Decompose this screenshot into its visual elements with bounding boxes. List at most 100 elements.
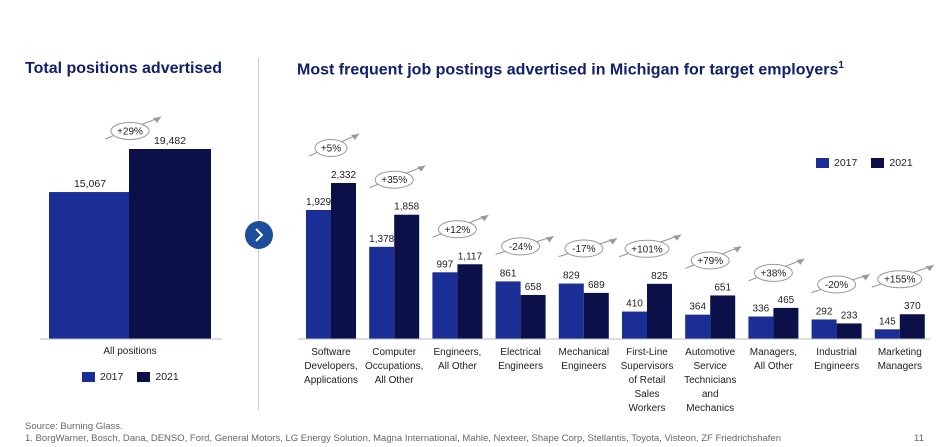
bar-2021-6 (710, 295, 736, 339)
bar-2021-1 (394, 214, 420, 339)
change-bubble-6 (690, 251, 730, 270)
change-bubble-8 (817, 275, 857, 294)
bar-2021-9 (899, 314, 925, 339)
change-bubble-5 (624, 239, 670, 258)
data-label-2021-0: 2,332 (331, 170, 356, 181)
bar-2021-0 (331, 183, 356, 339)
category-label-2-line-1: All Other (438, 361, 478, 372)
change-label-9: +155% (884, 275, 916, 286)
bar-2017-1 (369, 246, 395, 339)
category-label-0-line-0: Software (311, 347, 351, 358)
change-label-2: +12% (444, 225, 470, 236)
bar-2017-9 (874, 329, 900, 339)
category-label-6-line-3: and (702, 389, 719, 400)
job-postings-chart: 1,929 2,332 Software Developers, Application… (298, 133, 934, 414)
data-label-all-positions-2017: 15,067 (74, 178, 106, 190)
legend-swatch-2021 (137, 372, 151, 382)
data-label-2017-6: 364 (689, 302, 706, 313)
change-label-5: +101% (631, 244, 663, 255)
category-label-1-line-2: All Other (375, 375, 415, 386)
change-arrowhead-8 (861, 274, 870, 281)
category-label-4-line-0: Mechanical (559, 347, 610, 358)
category-label-6-line-4: Mechanics (686, 403, 734, 414)
right-chart-title-text: Most frequent job postings advertised in… (297, 61, 839, 79)
data-label-2017-7: 336 (753, 304, 770, 315)
data-label-2017-9: 145 (879, 316, 896, 327)
data-label-2017-0: 1,929 (306, 197, 331, 208)
data-label-2017-4: 829 (563, 271, 580, 282)
change-bubble-9 (877, 270, 923, 289)
bar-2017-5 (622, 311, 647, 339)
footnote: 1. BorgWarner, Bosch, Dana, DENSO, Ford,… (25, 433, 781, 444)
change-bubble-1 (374, 170, 414, 189)
change-arrowhead-2 (480, 215, 489, 222)
bar-2021-4 (583, 292, 609, 339)
chevron-right-icon (255, 228, 264, 242)
data-label-2021-5: 825 (651, 271, 668, 282)
data-label-2021-7: 465 (778, 295, 795, 306)
data-label-2021-1: 1,858 (394, 202, 419, 213)
source-note: Source: Burning Glass. (25, 421, 123, 432)
data-label-2017-3: 861 (500, 268, 517, 279)
change-arrowhead-7 (796, 258, 805, 265)
category-label-5-line-4: Workers (628, 403, 665, 414)
legend-label-2021: 2021 (155, 371, 179, 383)
bar-2017-3 (495, 281, 521, 339)
bar-2021-2 (457, 264, 483, 339)
bar-2021-5 (647, 283, 672, 339)
bar-2017-2 (432, 272, 458, 339)
category-label-0-line-1: Developers, (304, 361, 357, 372)
category-label-5-line-3: Sales (634, 389, 659, 400)
bar-2017-6 (685, 314, 711, 339)
page-number: 11 (914, 433, 924, 444)
data-label-2021-9: 370 (904, 301, 921, 312)
change-label-4: -17% (572, 244, 595, 255)
bar-2017-4 (558, 283, 584, 339)
bar-2021-8 (836, 323, 862, 339)
category-label-1-line-0: Computer (372, 347, 417, 358)
next-button[interactable] (245, 221, 273, 249)
change-bubble-all-positions (110, 122, 150, 140)
bar-2021-3 (520, 294, 546, 339)
data-label-2017-8: 292 (816, 306, 833, 317)
data-label-2017-1: 1,378 (369, 234, 394, 245)
change-arrowhead-1 (417, 165, 426, 172)
bar-all-positions-2021 (129, 149, 211, 339)
change-arrowhead-6 (733, 246, 742, 253)
bar-2017-7 (748, 316, 774, 339)
change-label-1: +35% (381, 175, 407, 186)
change-bubble-4 (564, 239, 604, 258)
change-bubble-0 (314, 139, 348, 157)
change-arrowhead-4 (608, 238, 617, 245)
category-label-7-line-1: All Other (754, 361, 794, 372)
category-label-8-line-1: Engineers (814, 361, 859, 372)
category-label-2-line-0: Engineers, (433, 347, 481, 358)
category-label-5-line-1: Supervisors (621, 361, 674, 372)
category-label-9-line-1: Managers (878, 361, 922, 372)
category-label-all-positions: All positions (103, 346, 156, 357)
left-legend: 2017 2021 (82, 371, 193, 383)
bar-2021-7 (773, 307, 799, 339)
data-label-2021-4: 689 (588, 280, 605, 291)
category-label-6-line-0: Automotive (685, 347, 735, 358)
category-label-3-line-0: Electrical (500, 347, 541, 358)
category-label-9-line-0: Marketing (878, 347, 922, 358)
category-label-3-line-1: Engineers (498, 361, 543, 372)
change-bubble-7 (753, 263, 793, 282)
legend-swatch-2021 (871, 158, 885, 168)
data-label-2021-6: 651 (714, 282, 731, 293)
bar-all-positions-2017 (49, 192, 131, 339)
category-label-4-line-1: Engineers (561, 361, 606, 372)
data-label-all-positions-2021: 19,482 (154, 135, 186, 147)
change-label-7: +38% (760, 268, 786, 279)
category-label-7-line-0: Managers, (750, 347, 797, 358)
change-arrowhead-0 (351, 134, 359, 140)
change-label-3: -24% (509, 242, 532, 253)
change-arrowhead-3 (545, 236, 554, 243)
category-label-6-line-2: Technicians (684, 375, 736, 386)
legend-swatch-2017 (816, 158, 829, 168)
data-label-2021-2: 1,117 (458, 251, 483, 262)
change-bubble-2 (437, 220, 477, 239)
legend-swatch-2017 (82, 372, 95, 382)
change-arrowhead-all-positions (153, 117, 161, 123)
